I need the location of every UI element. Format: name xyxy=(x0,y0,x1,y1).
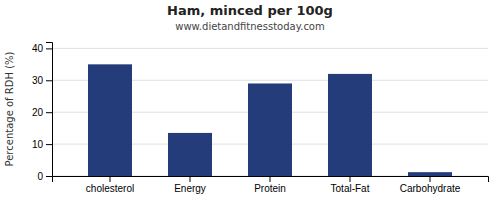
grid-line xyxy=(52,48,488,49)
subtitle: www.dietandfitnesstoday.com xyxy=(175,21,324,32)
grid xyxy=(52,48,488,176)
y-tick: 30 xyxy=(32,75,52,86)
chart: 0 10 20 30 40 cholesterol Energy Protein Total-F… xyxy=(0,0,500,200)
y-tick: 40 xyxy=(32,43,52,54)
bar xyxy=(328,74,372,176)
plot: 0 10 20 30 40 cholesterol Energy Protein Total-F… xyxy=(32,43,489,195)
x-tick: Protein xyxy=(254,176,286,194)
x-tick-mark xyxy=(430,176,431,182)
x-tick: Energy xyxy=(174,176,206,194)
bar xyxy=(248,83,292,176)
x-tick-mark xyxy=(350,176,351,182)
bars xyxy=(88,64,452,176)
bar xyxy=(168,133,212,176)
bar xyxy=(408,172,452,176)
x-tick-mark xyxy=(110,176,111,182)
x-tick: cholesterol xyxy=(86,176,134,194)
x-axis-line xyxy=(53,177,489,183)
bar xyxy=(88,64,132,176)
y-tick: 0 xyxy=(37,171,52,182)
y-tick-label: 0 xyxy=(37,171,43,182)
y-tick-label: 10 xyxy=(32,139,44,150)
x-tick-label: cholesterol xyxy=(86,183,134,194)
y-tick-label: 20 xyxy=(32,107,44,118)
y-axis-line xyxy=(46,43,53,177)
y-tick-mark xyxy=(46,176,52,177)
y-axis-title: Percentage of RDH (%) xyxy=(4,51,15,166)
x-tick-label: Protein xyxy=(254,183,286,194)
y-tick-mark xyxy=(46,48,52,49)
x-tick-label: Carbohydrate xyxy=(400,183,461,194)
y-tick: 20 xyxy=(32,107,52,118)
x-tick-label: Total-Fat xyxy=(331,183,370,194)
y-axis: 0 10 20 30 40 xyxy=(32,43,53,182)
x-tick: Total-Fat xyxy=(331,176,370,194)
y-tick-label: 40 xyxy=(32,43,44,54)
x-tick-mark xyxy=(190,176,191,182)
x-tick-label: Energy xyxy=(174,183,206,194)
y-tick-mark xyxy=(46,144,52,145)
y-tick-mark xyxy=(46,80,52,81)
y-tick-label: 30 xyxy=(32,75,44,86)
y-tick: 10 xyxy=(32,139,52,150)
title: Ham, minced per 100g xyxy=(167,3,333,18)
x-tick: Carbohydrate xyxy=(400,176,461,194)
y-tick-mark xyxy=(46,112,52,113)
x-axis: cholesterol Energy Protein Total-Fat Carbohy… xyxy=(53,176,489,194)
x-tick-mark xyxy=(270,176,271,182)
